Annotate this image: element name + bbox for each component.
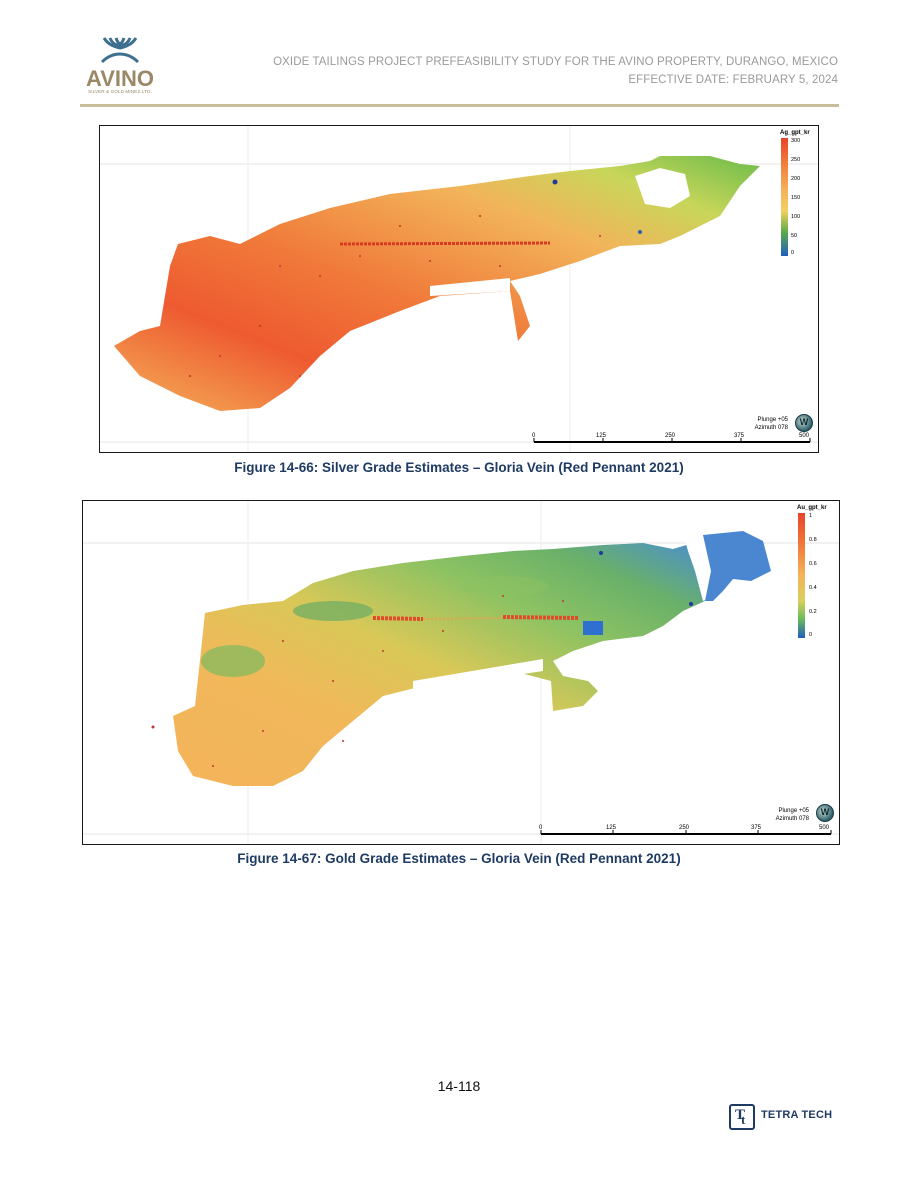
legend-tick: 0.2 — [809, 609, 817, 615]
header-rule — [80, 104, 839, 107]
compass-icon: W — [795, 414, 813, 432]
logo-wordmark: AVINO — [85, 66, 155, 91]
azimuth-label: Azimuth 078 — [754, 424, 788, 431]
scale-label: 500 — [819, 825, 830, 831]
legend-tick: 0.8 — [809, 537, 817, 543]
azimuth-label: Azimuth 078 — [775, 815, 809, 822]
gold-grade-map — [83, 501, 839, 844]
scale-label: 125 — [596, 433, 607, 439]
page-number: 14-118 — [437, 1078, 481, 1094]
scale-label: 125 — [606, 825, 617, 831]
scale-label: 375 — [751, 825, 762, 831]
figure-caption-silver: Figure 14-66: Silver Grade Estimates – G… — [234, 460, 684, 475]
scale-label: 250 — [679, 825, 690, 831]
legend-title: Ag_gpt_kr — [780, 130, 810, 136]
legend-tick: 200 — [791, 176, 801, 182]
legend-tick: 1 — [809, 513, 813, 519]
scale-label: 500 — [799, 433, 810, 439]
compass-icon: W — [816, 804, 834, 822]
avino-logo: AVINO SILVER & GOLD MINES LTD. — [84, 36, 156, 98]
legend-tick: 0 — [809, 632, 813, 638]
legend-tick: 0.4 — [809, 585, 817, 591]
plunge-label: Plunge +05 — [757, 417, 788, 423]
legend-tick: 150 — [791, 195, 801, 201]
legend-tick: 100 — [791, 214, 801, 220]
legend-title: Au_gpt_kr — [797, 505, 827, 511]
legend-tick: 50 — [791, 233, 798, 239]
tetra-tech-wordmark: TETRA TECH — [761, 1109, 833, 1121]
document-header: OXIDE TAILINGS PROJECT PREFEASIBILITY ST… — [273, 53, 838, 89]
legend-tick: 300 — [791, 138, 801, 144]
scale-label: 250 — [665, 433, 676, 439]
avino-emblem-icon — [100, 37, 140, 64]
header-title: OXIDE TAILINGS PROJECT PREFEASIBILITY ST… — [273, 56, 838, 68]
orientation-label: Plunge +05 Azimuth 078 — [730, 417, 788, 432]
scale-label: 0 — [532, 433, 536, 439]
legend-tick: 0 — [791, 250, 795, 256]
header-effective-date: EFFECTIVE DATE: FEBRUARY 5, 2024 — [628, 74, 838, 86]
figure-caption-gold: Figure 14-67: Gold Grade Estimates – Glo… — [237, 851, 681, 866]
plunge-label: Plunge +05 — [778, 808, 809, 814]
scale-label: 375 — [734, 433, 745, 439]
logo-subtitle: SILVER & GOLD MINES LTD. — [88, 89, 152, 94]
figure-silver-grade: Ag_gpt_kr 300 250 200 150 100 50 0 Plung… — [99, 125, 819, 453]
legend-tick: 250 — [791, 157, 801, 163]
orientation-label: Plunge +05 Azimuth 078 — [751, 808, 809, 823]
figure-gold-grade: Au_gpt_kr 1 0.8 0.6 0.4 0.2 0 Plunge +05… — [82, 500, 840, 845]
legend-tick: 0.6 — [809, 561, 817, 567]
scale-label: 0 — [539, 825, 543, 831]
silver-vein-body — [114, 156, 760, 411]
silver-grade-map — [100, 126, 818, 452]
